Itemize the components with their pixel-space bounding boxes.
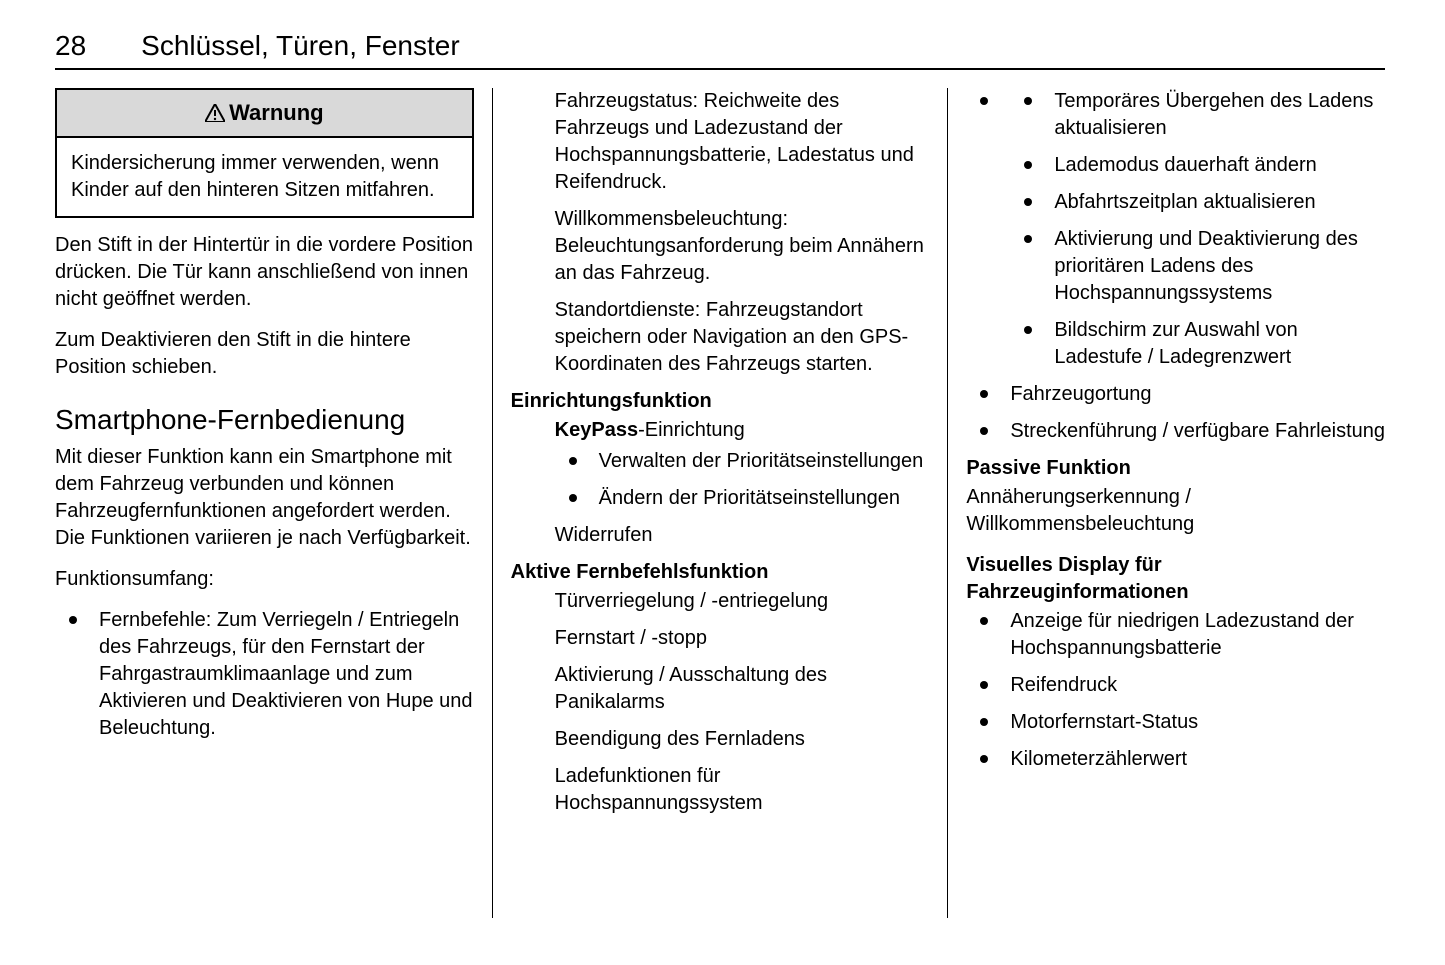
content-columns: Warnung Kindersicherung immer verwenden,…: [55, 88, 1385, 918]
list-item: Verwalten der Prioritätseinstellungen: [555, 448, 930, 475]
bullet-list: Türverriegelung / -entriegelung Fernstar…: [511, 588, 930, 817]
nested-bullet-list: Verwalten der Prioritätseinstellungen Än…: [555, 448, 930, 512]
list-item: Fahrzeugstatus: Reichweite des Fahrzeugs…: [511, 88, 930, 196]
column-3: Temporäres Übergehen des Ladens aktualis…: [948, 88, 1385, 918]
bullet-list: Temporäres Übergehen des Ladens aktualis…: [966, 88, 1385, 371]
chapter-title: Schlüssel, Türen, Fenster: [141, 30, 460, 62]
paragraph: Den Stift in der Hintertür in die vorder…: [55, 232, 474, 313]
bullet-list: Fahrzeugortung Streckenführung / verfügb…: [966, 381, 1385, 445]
page-header: 28 Schlüssel, Türen, Fenster: [55, 30, 1385, 70]
bullet-list: Fernbefehle: Zum Verriegeln / Entriegeln…: [55, 607, 474, 742]
list-item: Motorfernstart-Status: [966, 709, 1385, 736]
warning-icon: [205, 104, 225, 122]
bullet-list: Anzeige für niedrigen Ladezustand der Ho…: [966, 608, 1385, 773]
section-heading: Smartphone-Fernbedienung: [55, 403, 474, 437]
list-item: Kilometerzählerwert: [966, 746, 1385, 773]
warning-box: Warnung Kindersicherung immer verwenden,…: [55, 88, 474, 218]
warning-heading: Warnung: [57, 90, 472, 138]
list-item: Abfahrtszeitplan aktualisieren: [1010, 189, 1385, 216]
bold-text: KeyPass: [555, 419, 638, 441]
paragraph: Funktionsumfang:: [55, 566, 474, 593]
list-item: Fernstart / -stopp: [511, 625, 930, 652]
paragraph: Mit dieser Funktion kann ein Smartphone …: [55, 444, 474, 552]
list-item: Lademodus dauerhaft ändern: [1010, 152, 1385, 179]
list-item: Beendigung des Fernladens: [511, 726, 930, 753]
list-item: Widerrufen: [511, 522, 930, 549]
sub-heading: Einrichtungsfunktion: [511, 388, 930, 415]
sub-heading: Passive Funktion: [966, 455, 1385, 482]
list-item: Ändern der Prioritätseinstellungen: [555, 485, 930, 512]
list-item: Türverriegelung / -entriegelung: [511, 588, 930, 615]
warning-label: Warnung: [229, 100, 324, 125]
sub-heading: Aktive Fernbefehlsfunktion: [511, 559, 930, 586]
list-item: Fahrzeugortung: [966, 381, 1385, 408]
list-item: Ladefunktionen für Hochspannungssystem: [511, 763, 930, 817]
column-1: Warnung Kindersicherung immer verwenden,…: [55, 88, 492, 918]
column-2: Fahrzeugstatus: Reichweite des Fahrzeugs…: [493, 88, 948, 918]
text: -Einrichtung: [638, 419, 745, 441]
bullet-list: Fahrzeugstatus: Reichweite des Fahrzeugs…: [511, 88, 930, 378]
list-item: Bildschirm zur Auswahl von Ladestufe / L…: [1010, 317, 1385, 371]
list-item: Willkommensbeleuchtung: Beleuchtungsanfo…: [511, 206, 930, 287]
list-item: Fernbefehle: Zum Verriegeln / Entriegeln…: [55, 607, 474, 742]
list-item: Aktivierung / Ausschaltung des Panikalar…: [511, 662, 930, 716]
paragraph: Annäherungserkennung / Willkommensbeleuc…: [966, 484, 1385, 538]
list-item: Temporäres Übergehen des Ladens aktualis…: [1010, 88, 1385, 142]
bullet-list: KeyPass-Einrichtung Verwalten der Priori…: [511, 417, 930, 549]
list-item: Reifendruck: [966, 672, 1385, 699]
warning-body: Kindersicherung immer verwenden, wenn Ki…: [57, 138, 472, 216]
page-number: 28: [55, 30, 86, 62]
list-item: Streckenführung / verfügbare Fahrleistun…: [966, 418, 1385, 445]
list-item: Anzeige für niedrigen Ladezustand der Ho…: [966, 608, 1385, 662]
list-item: KeyPass-Einrichtung Verwalten der Priori…: [511, 417, 930, 512]
list-item: Standortdienste: Fahrzeugstandort speich…: [511, 297, 930, 378]
sub-heading: Visuelles Display für Fahrzeuginformatio…: [966, 552, 1385, 606]
nested-bullet-list: Temporäres Übergehen des Ladens aktualis…: [1010, 88, 1385, 371]
list-item-hidden-parent: Temporäres Übergehen des Ladens aktualis…: [966, 88, 1385, 371]
paragraph: Zum Deaktivieren den Stift in die hinter…: [55, 327, 474, 381]
list-item: Aktivierung und Deaktivierung des priori…: [1010, 226, 1385, 307]
